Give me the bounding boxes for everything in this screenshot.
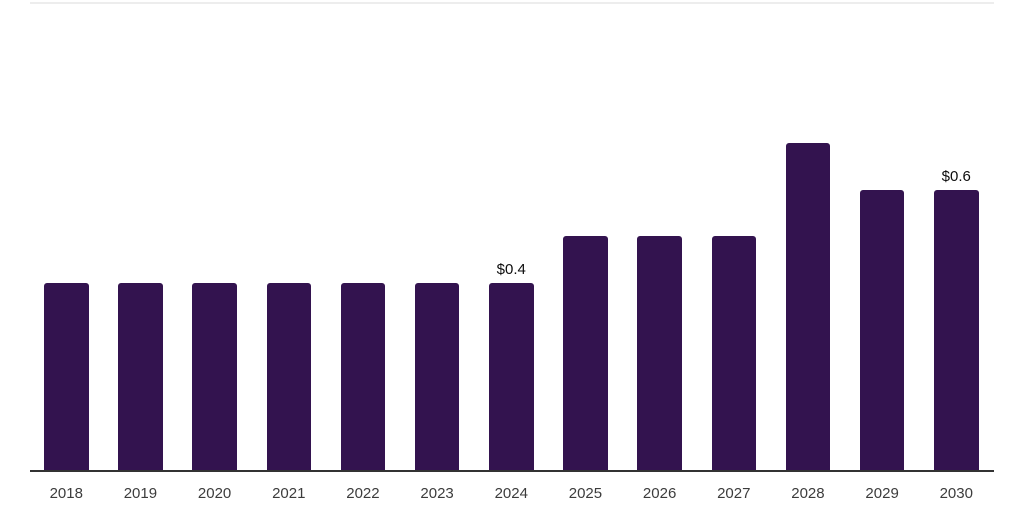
x-tick-label-2019: 2019 <box>123 485 158 502</box>
bar-2030 <box>934 189 979 470</box>
bar-2027 <box>711 236 757 470</box>
bar-2023 <box>414 283 460 470</box>
value-label-2024: $0.4 <box>496 261 526 278</box>
x-tick-label-2021: 2021 <box>272 485 306 502</box>
bar-2022 <box>340 283 386 470</box>
x-tick-label-2022: 2022 <box>346 485 380 502</box>
value-label-2030: $0.6 <box>941 167 971 185</box>
x-tick-label-2025: 2025 <box>568 485 603 502</box>
chart-top-border <box>30 2 994 4</box>
x-tick-label-2018: 2018 <box>49 485 83 502</box>
bar-2025 <box>563 236 608 470</box>
x-axis-line <box>30 470 994 472</box>
bar-2018 <box>44 283 89 470</box>
bar-2024 <box>489 283 534 470</box>
x-tick-label-2026: 2026 <box>642 485 677 502</box>
x-tick-label-2023: 2023 <box>420 485 454 502</box>
x-tick-label-2020: 2020 <box>197 485 232 502</box>
bar-2019 <box>118 283 163 470</box>
x-tick-label-2028: 2028 <box>791 485 825 502</box>
x-tick-label-2030: 2030 <box>939 485 973 502</box>
bar-2026 <box>637 236 682 470</box>
bar-2029 <box>859 189 905 470</box>
bar-2020 <box>192 283 237 470</box>
x-tick-label-2027: 2027 <box>717 485 751 502</box>
x-tick-label-2024: 2024 <box>494 485 528 502</box>
bar-2021 <box>266 283 311 470</box>
bar-2028 <box>785 142 831 470</box>
x-tick-label-2029: 2029 <box>865 485 899 502</box>
